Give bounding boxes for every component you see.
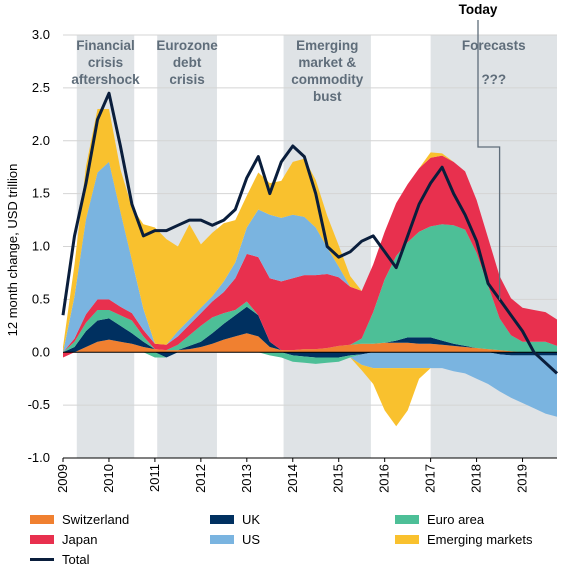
x-tick-label-5: 2014 bbox=[285, 464, 300, 493]
y-tick-label-2: 2.0 bbox=[32, 133, 50, 148]
legend-swatch bbox=[395, 535, 419, 544]
period-label-1-0: Eurozone bbox=[156, 38, 218, 53]
x-tick-label-8: 2017 bbox=[423, 464, 438, 493]
y-tick-label-7: -0.5 bbox=[28, 397, 50, 412]
area-uk-negative bbox=[63, 352, 557, 358]
stacked-areas bbox=[63, 109, 557, 427]
legend-item-euro-area: Euro area bbox=[395, 512, 484, 527]
x-tick-label-9: 2018 bbox=[469, 464, 484, 493]
legend-swatch bbox=[210, 515, 234, 524]
legend-item-us: US bbox=[210, 532, 260, 547]
y-tick-label-8: -1.0 bbox=[28, 450, 50, 465]
period-label-2-0: Emerging bbox=[296, 38, 358, 53]
period-label-0-2: aftershock bbox=[71, 72, 140, 87]
x-tick-label-7: 2016 bbox=[377, 464, 392, 493]
period-label-2-1: market & bbox=[298, 55, 356, 70]
period-label-1-2: crisis bbox=[169, 72, 204, 87]
area-uk-positive bbox=[63, 306, 557, 353]
legend-swatch bbox=[30, 535, 54, 544]
y-tick-label-5: 0.5 bbox=[32, 291, 50, 306]
x-tick-label-0: 2009 bbox=[55, 464, 70, 493]
period-label-0-1: crisis bbox=[88, 55, 123, 70]
legend-label: Euro area bbox=[427, 512, 485, 527]
y-axis-label: 12 month change, USD trillion bbox=[5, 164, 20, 337]
legend-swatch bbox=[30, 515, 54, 524]
today-pointer-line bbox=[477, 20, 501, 300]
legend-item-switzerland: Switzerland bbox=[30, 512, 129, 527]
legend-item-emerging-markets: Emerging markets bbox=[395, 532, 532, 547]
area-us-negative bbox=[63, 352, 557, 417]
x-tick-label-6: 2015 bbox=[331, 464, 346, 493]
legend-swatch bbox=[210, 535, 234, 544]
today-label: Today bbox=[459, 2, 498, 17]
area-emerging-markets-positive bbox=[63, 109, 557, 353]
y-tick-label-4: 1.0 bbox=[32, 239, 50, 254]
area-euro-area-negative bbox=[63, 352, 557, 364]
x-tick-label-2: 2011 bbox=[147, 464, 162, 492]
legend-item-japan: Japan bbox=[30, 532, 97, 547]
period-label-3-0: Forecasts bbox=[462, 38, 526, 53]
legend-label: Total bbox=[62, 552, 90, 567]
legend-swatch bbox=[395, 515, 419, 524]
legend-label: Switzerland bbox=[62, 512, 130, 527]
x-tick-label-4: 2013 bbox=[239, 464, 254, 493]
legend-swatch bbox=[30, 558, 54, 561]
x-tick-label-3: 2012 bbox=[193, 464, 208, 493]
period-label-1-1: debt bbox=[173, 55, 202, 70]
period-label-2-3: bust bbox=[313, 89, 342, 104]
legend-item-total: Total bbox=[30, 552, 89, 567]
period-label-2-2: commodity bbox=[291, 72, 364, 87]
today-marker: Today bbox=[459, 2, 501, 300]
legend-label: UK bbox=[242, 512, 261, 527]
x-tick-label-1: 2010 bbox=[101, 464, 116, 493]
y-tick-label-0: 3.0 bbox=[32, 27, 50, 42]
area-switzerland-positive bbox=[63, 333, 557, 353]
total-line bbox=[61, 91, 559, 375]
y-axis-ticks: 3.0 2.5 2.0 1.5 1.0 0.5 0.0 -0.5 -1.0 bbox=[28, 27, 50, 465]
area-euro-area-positive bbox=[63, 224, 557, 353]
legend-label: US bbox=[242, 532, 261, 547]
x-tick-label-10: 2019 bbox=[515, 464, 530, 493]
total-line-group bbox=[61, 91, 559, 375]
legend-label: Emerging markets bbox=[427, 532, 533, 547]
area-us-positive bbox=[63, 155, 557, 353]
area-japan-positive bbox=[63, 155, 557, 353]
period-label-3-2: ??? bbox=[481, 72, 506, 87]
y-tick-label-3: 1.5 bbox=[32, 186, 50, 201]
legend-label: Japan bbox=[62, 532, 98, 547]
legend-item-uk: UK bbox=[210, 512, 260, 527]
y-tick-label-1: 2.5 bbox=[32, 80, 50, 95]
period-label-0-0: Financial bbox=[76, 38, 135, 53]
legend: Switzerland UK Euro area Japan US Emerging ma… bbox=[30, 512, 570, 572]
y-tick-label-6: 0.0 bbox=[32, 344, 50, 359]
x-axis-ticks: 2009 2010 2011 2012 2013 2014 2015 2016 2017 2018… bbox=[55, 457, 557, 493]
